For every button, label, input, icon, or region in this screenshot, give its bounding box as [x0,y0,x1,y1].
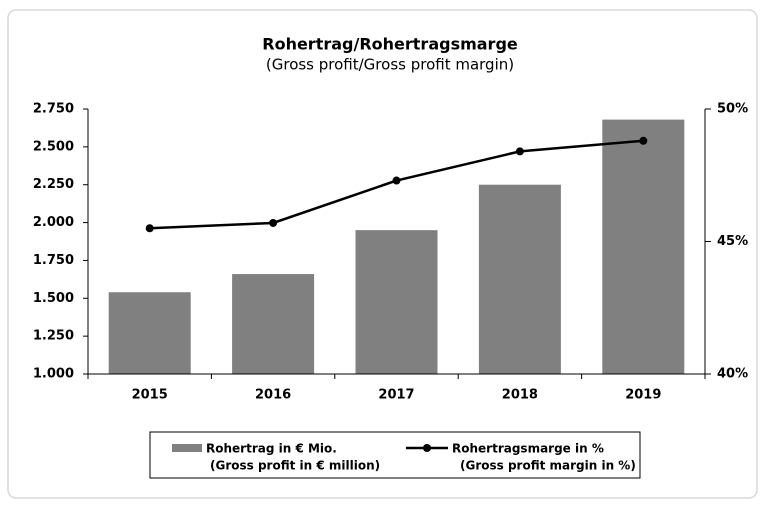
y-tick-label: 2.000 [33,215,74,230]
y2-tick-label: 40% [717,367,748,382]
line-point [515,147,524,156]
y2-tick-label: 50% [717,102,748,117]
legend-swatch [423,444,431,452]
bar [355,230,438,374]
line-point [392,176,401,185]
y-tick-label: 2.250 [33,177,74,192]
line-point [269,218,278,227]
line-point [145,224,154,233]
bar [232,274,315,374]
legend-box [149,431,641,479]
y-tick-label: 2.750 [33,102,74,117]
legend-label: Rohertragsmarge in % [452,442,604,456]
legend-swatch [172,444,202,452]
y-tick-label: 1.750 [33,253,74,268]
chart-title: Rohertrag/Rohertragsmarge [262,35,518,54]
bar [108,292,191,374]
x-tick-label: 2015 [132,388,168,403]
legend-label: (Gross profit in € million) [210,459,380,473]
x-tick-label: 2016 [255,388,291,403]
chart-subtitle: (Gross profit/Gross profit margin) [266,56,514,74]
legend-label: (Gross profit margin in %) [460,459,636,473]
bar [602,119,685,374]
x-tick-label: 2018 [502,388,538,403]
y-tick-label: 2.500 [33,139,74,154]
y-tick-label: 1.250 [33,329,74,344]
x-tick-label: 2017 [378,388,414,403]
legend-label: Rohertrag in € Mio. [206,442,337,456]
y-tick-label: 1.000 [33,367,74,382]
y2-tick-label: 45% [717,234,748,249]
bar [478,184,561,374]
y-tick-label: 1.500 [33,291,74,306]
line-point [639,136,648,145]
x-tick-label: 2019 [625,388,661,403]
